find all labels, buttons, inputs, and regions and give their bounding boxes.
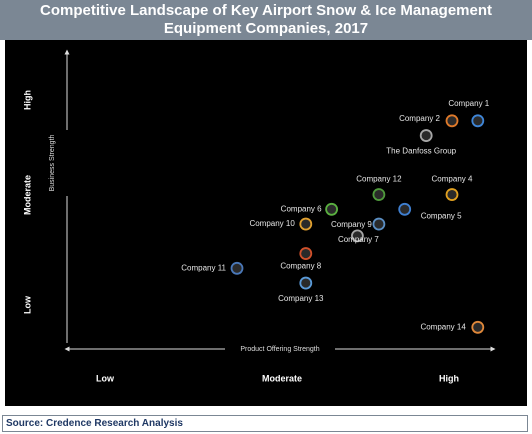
- company-point: [230, 261, 244, 275]
- company-point: [445, 188, 459, 201]
- company-label: Company 4: [432, 175, 473, 184]
- company-label: Company 13: [278, 294, 324, 303]
- company-label: Company 2: [399, 114, 440, 123]
- y-label-bg: [61, 130, 73, 196]
- x-category-label: Moderate: [262, 373, 302, 383]
- x-category-label: High: [439, 373, 459, 383]
- company-point: [445, 114, 459, 128]
- source-note: Source: Credence Research Analysis: [2, 415, 528, 432]
- company-label: Company 7: [338, 235, 379, 244]
- company-point: [471, 114, 485, 128]
- company-label: Company 9: [331, 220, 372, 229]
- x-label-bg: [225, 343, 335, 355]
- y-category-label: Moderate: [22, 175, 32, 215]
- company-point: [471, 320, 485, 334]
- y-axis-label: Business Strength: [49, 134, 56, 191]
- x-axis-label: Product Offering Strength: [240, 346, 319, 353]
- y-category-label: Low: [22, 295, 32, 314]
- company-label: The Danfoss Group: [386, 147, 456, 156]
- x-category-label: Low: [96, 373, 115, 383]
- company-label: Company 6: [281, 204, 322, 213]
- chart: Product Offering Strength Business Stren…: [5, 40, 527, 406]
- company-point: [372, 217, 386, 231]
- company-point: [372, 188, 386, 201]
- company-label: Company 14: [420, 322, 466, 331]
- company-label: Company 5: [421, 211, 462, 220]
- chart-title: Competitive Landscape of Key Airport Sno…: [0, 0, 532, 40]
- company-point: [398, 202, 412, 216]
- company-label: Company 11: [181, 263, 226, 272]
- company-point: [350, 229, 364, 243]
- company-point: [299, 217, 313, 231]
- company-label: Company 8: [280, 262, 321, 271]
- company-point: [325, 202, 339, 216]
- company-label: Company 1: [448, 99, 489, 108]
- company-point: [299, 276, 313, 290]
- company-point: [299, 247, 313, 260]
- company-label: Company 12: [356, 175, 402, 184]
- y-category-label: High: [22, 90, 32, 110]
- company-label: Company 10: [249, 219, 295, 228]
- company-point: [419, 129, 433, 142]
